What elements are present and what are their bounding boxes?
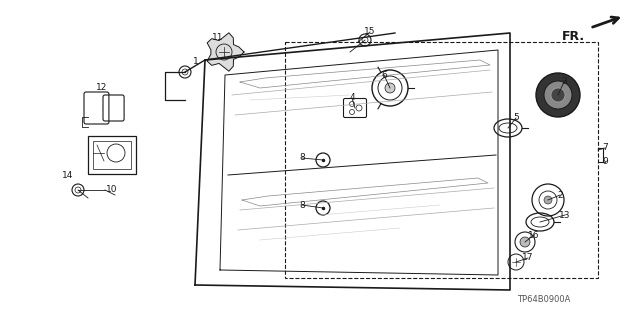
Text: 13: 13 <box>559 211 571 220</box>
Polygon shape <box>207 33 244 71</box>
Bar <box>88 136 136 174</box>
Text: FR.: FR. <box>562 30 585 43</box>
Text: 6: 6 <box>381 70 387 79</box>
Text: 7: 7 <box>602 143 608 153</box>
Text: 10: 10 <box>106 186 118 195</box>
Circle shape <box>544 81 572 109</box>
Text: 3: 3 <box>561 77 567 86</box>
Text: 8: 8 <box>299 201 305 210</box>
Text: 9: 9 <box>602 157 608 166</box>
Text: 14: 14 <box>62 171 74 180</box>
Text: 11: 11 <box>212 34 224 43</box>
Text: 5: 5 <box>513 114 519 123</box>
Circle shape <box>544 196 552 204</box>
Circle shape <box>536 73 580 117</box>
Text: 8: 8 <box>299 154 305 163</box>
Circle shape <box>520 237 530 247</box>
Text: 1: 1 <box>193 58 199 67</box>
Bar <box>285 42 598 278</box>
Text: 12: 12 <box>96 84 108 92</box>
Text: 15: 15 <box>364 28 376 36</box>
Text: TP64B0900A: TP64B0900A <box>516 295 570 304</box>
Bar <box>93 141 131 169</box>
Circle shape <box>385 83 395 93</box>
Text: 16: 16 <box>528 230 540 239</box>
Text: 4: 4 <box>349 93 355 102</box>
Circle shape <box>551 88 565 102</box>
Text: 17: 17 <box>522 253 534 262</box>
Text: 2: 2 <box>557 190 563 199</box>
